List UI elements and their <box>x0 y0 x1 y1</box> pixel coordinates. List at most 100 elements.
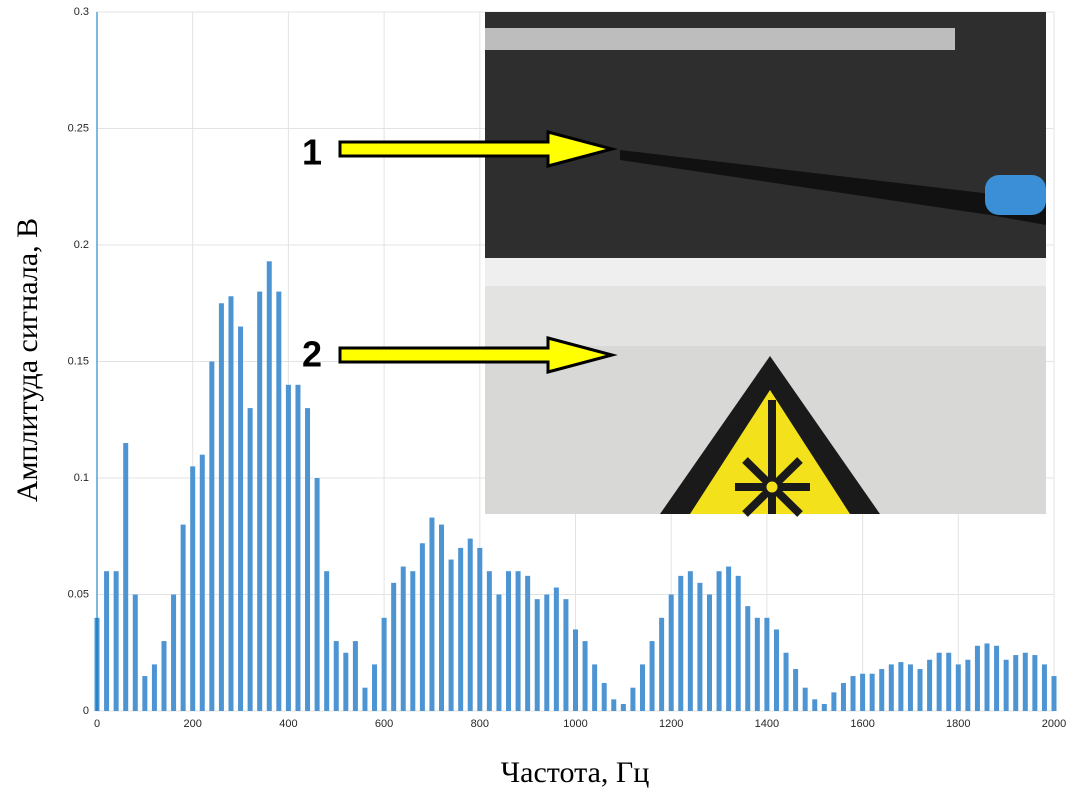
bar <box>697 582 703 711</box>
bar <box>764 617 770 711</box>
x-tick-label: 1000 <box>563 718 587 730</box>
bar <box>218 303 224 711</box>
bar <box>391 582 397 711</box>
bar <box>946 652 952 711</box>
bar <box>534 599 540 711</box>
bar <box>783 652 789 711</box>
bar <box>362 687 368 711</box>
photo-probe-handle <box>985 175 1046 215</box>
bar <box>745 606 751 711</box>
photo-dark-panel <box>485 12 1046 262</box>
bar <box>917 669 923 711</box>
bar <box>974 645 980 711</box>
bar <box>649 641 655 711</box>
bar <box>305 408 311 711</box>
bar <box>553 587 559 711</box>
bar <box>314 478 320 711</box>
bar <box>1003 659 1009 711</box>
bar <box>754 617 760 711</box>
bar <box>1022 652 1028 711</box>
bar <box>659 617 665 711</box>
bar <box>439 524 445 711</box>
bar <box>630 687 636 711</box>
bar <box>132 594 138 711</box>
bar <box>257 291 263 711</box>
inset-photo <box>485 12 1046 517</box>
bar <box>888 664 894 711</box>
bar <box>668 594 674 711</box>
arrow <box>338 336 618 374</box>
bar <box>180 524 186 711</box>
bar <box>726 566 732 711</box>
bar <box>773 629 779 711</box>
x-tick-label: 800 <box>471 718 489 730</box>
bar <box>266 261 272 711</box>
bar <box>477 547 483 711</box>
x-tick-label: 600 <box>375 718 393 730</box>
x-tick-label: 400 <box>279 718 297 730</box>
bar <box>582 641 588 711</box>
bar <box>678 575 684 711</box>
photo-rail <box>485 28 955 50</box>
bar <box>161 641 167 711</box>
bar <box>563 599 569 711</box>
bar <box>276 291 282 711</box>
bar <box>879 669 885 711</box>
bar <box>601 683 607 711</box>
x-tick-label: 1600 <box>850 718 874 730</box>
photo-probe <box>620 150 1046 225</box>
x-tick-label: 200 <box>184 718 202 730</box>
bar <box>955 664 961 711</box>
x-tick-label: 0 <box>94 718 100 730</box>
bar <box>573 629 578 711</box>
bar <box>592 664 598 711</box>
bar <box>486 571 492 711</box>
bar <box>687 571 693 711</box>
bar <box>190 466 196 711</box>
bar <box>151 664 157 711</box>
y-tick-label: 0.1 <box>74 472 89 484</box>
bar <box>1032 655 1038 711</box>
bar <box>620 704 626 711</box>
bar <box>907 664 913 711</box>
x-tick-label: 1200 <box>659 718 683 730</box>
bar <box>295 384 301 711</box>
photo-sign-dot <box>763 478 781 496</box>
bar <box>1041 664 1047 711</box>
bar <box>898 662 904 711</box>
photo-edge <box>485 258 1046 286</box>
bar <box>544 594 550 711</box>
bar <box>1013 655 1019 711</box>
bar <box>840 683 846 711</box>
bar <box>793 669 799 711</box>
bar <box>860 673 866 711</box>
bar <box>927 659 933 711</box>
bar <box>381 617 387 711</box>
x-axis-title: Частота, Гц <box>501 756 650 789</box>
bar <box>171 594 177 711</box>
bar <box>247 408 253 711</box>
bar <box>324 571 330 711</box>
bar <box>984 643 990 711</box>
bar <box>515 571 521 711</box>
x-tick-label: 2000 <box>1042 718 1066 730</box>
y-tick-label: 0 <box>83 705 89 717</box>
bar <box>965 659 971 711</box>
bar <box>142 676 148 711</box>
y-tick-label: 0.3 <box>74 6 89 18</box>
bar <box>936 652 942 711</box>
bar <box>611 699 617 711</box>
bar <box>802 687 808 711</box>
bar <box>467 538 473 711</box>
bar <box>812 699 818 711</box>
bar <box>850 676 856 711</box>
arrow <box>338 130 618 168</box>
bar <box>496 594 502 711</box>
bar <box>735 575 741 711</box>
bar <box>333 641 339 711</box>
bar <box>831 692 837 711</box>
bar <box>994 645 1000 711</box>
bar <box>525 575 531 711</box>
bar <box>209 361 215 711</box>
